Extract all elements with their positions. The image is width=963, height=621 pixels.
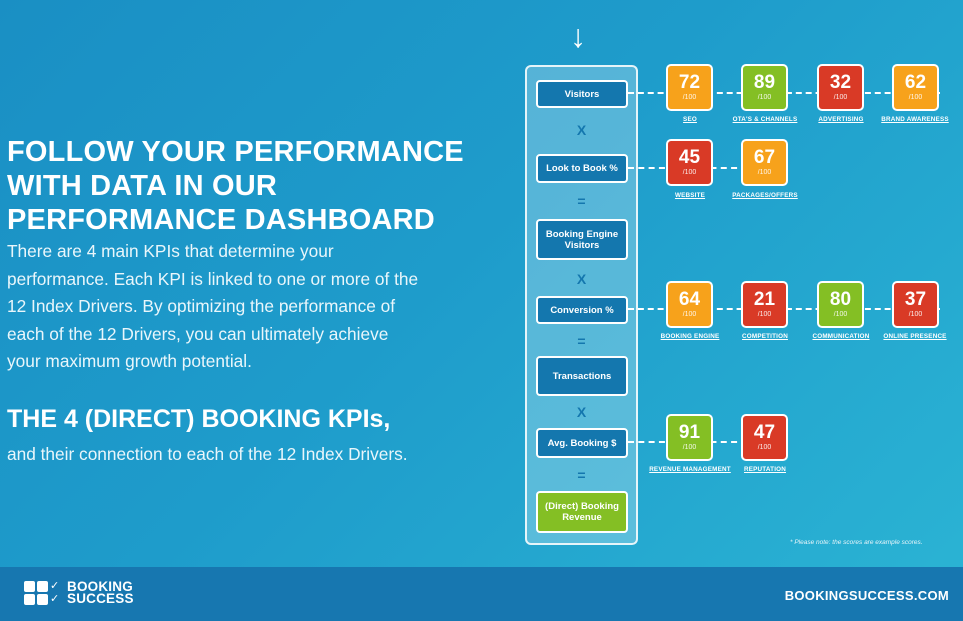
score-denominator: /100: [833, 311, 848, 318]
intro-section: FOLLOW YOUR PERFORMANCE WITH DATA IN OUR…: [7, 135, 467, 465]
score-tile-online-presence: 37 /100: [892, 281, 939, 328]
score-value: 21: [753, 289, 776, 310]
score-denominator: /100: [757, 169, 772, 176]
score-denominator: /100: [757, 311, 772, 318]
score-value: 62: [904, 72, 927, 93]
example-scores-note: * Please note: the scores are example sc…: [790, 539, 923, 546]
equals-operator: =: [577, 467, 586, 483]
driver-label-reputation: REPUTATION: [744, 466, 786, 473]
score-tile-competition: 21 /100: [741, 281, 788, 328]
driver-label-website: WEBSITE: [674, 192, 706, 199]
score-value: 91: [678, 422, 701, 443]
multiply-operator: X: [576, 122, 587, 138]
equals-operator: =: [577, 193, 586, 209]
score-tile-otas: 89 /100: [741, 64, 788, 111]
driver-label-advertising: ADVERTISING: [818, 116, 864, 123]
kpi-direct-booking-revenue: (Direct) Booking Revenue: [536, 491, 628, 533]
driver-label-packages: PACKAGES/OFFERS: [732, 192, 798, 199]
score-tile-revenue-management: 91 /100: [666, 414, 713, 461]
driver-label-communication: COMMUNICATION: [812, 333, 870, 340]
intro-paragraph: There are 4 main KPIs that determine you…: [7, 241, 419, 371]
down-arrow-icon: ↓: [570, 18, 586, 54]
footer-bar: ✓ ✓ BOOKING SUCCESS BOOKINGSUCCESS.COM: [0, 567, 963, 621]
booking-success-logo[interactable]: ✓ ✓ BOOKING SUCCESS: [24, 579, 134, 606]
score-value: 37: [904, 289, 927, 310]
page-title: FOLLOW YOUR PERFORMANCE WITH DATA IN OUR…: [7, 136, 464, 236]
kpi-transactions: Transactions: [536, 356, 628, 396]
kpi-avg-booking: Avg. Booking $: [536, 428, 628, 458]
score-denominator: /100: [757, 444, 772, 451]
score-tile-seo: 72 /100: [666, 64, 713, 111]
driver-label-otas: OTA'S & CHANNELS: [732, 116, 798, 123]
score-denominator: /100: [682, 444, 697, 451]
score-value: 32: [829, 72, 852, 93]
multiply-operator: X: [576, 404, 587, 420]
equals-operator: =: [577, 333, 586, 349]
score-tile-communication: 80 /100: [817, 281, 864, 328]
score-denominator: /100: [682, 169, 697, 176]
driver-label-competition: COMPETITION: [742, 333, 788, 340]
score-denominator: /100: [682, 311, 697, 318]
logo-grid-icon: ✓ ✓: [24, 581, 61, 605]
score-value: 64: [678, 289, 701, 310]
logo-text: BOOKING SUCCESS: [67, 579, 134, 606]
score-value: 72: [678, 72, 701, 93]
score-value: 47: [753, 422, 776, 443]
score-denominator: /100: [833, 94, 848, 101]
score-value: 89: [753, 72, 776, 93]
score-tile-advertising: 32 /100: [817, 64, 864, 111]
score-value: 45: [678, 147, 701, 168]
score-tile-booking-engine: 64 /100: [666, 281, 713, 328]
kpi-heading: THE 4 (DIRECT) BOOKING KPIs,: [7, 404, 391, 433]
driver-label-online-presence: ONLINE PRESENCE: [883, 333, 947, 340]
kpi-conversion: Conversion %: [536, 296, 628, 324]
score-denominator: /100: [757, 94, 772, 101]
score-tile-packages: 67 /100: [741, 139, 788, 186]
kpi-visitors: Visitors: [536, 80, 628, 108]
kpi-subheading: and their connection to each of the 12 I…: [7, 443, 408, 464]
score-denominator: /100: [682, 94, 697, 101]
driver-label-booking-engine: BOOKING ENGINE: [660, 333, 720, 340]
score-value: 67: [753, 147, 776, 168]
score-value: 80: [829, 289, 852, 310]
kpi-look-to-book: Look to Book %: [536, 154, 628, 183]
score-denominator: /100: [908, 94, 923, 101]
score-denominator: /100: [908, 311, 923, 318]
driver-label-revenue-management: REVENUE MANAGEMENT: [649, 466, 731, 473]
score-tile-reputation: 47 /100: [741, 414, 788, 461]
kpi-booking-engine-visitors: Booking Engine Visitors: [536, 219, 628, 260]
driver-label-seo: SEO: [683, 116, 697, 123]
kpi-flow-panel: Visitors X Look to Book % = Booking Engi…: [525, 65, 638, 545]
multiply-operator: X: [576, 271, 587, 287]
website-link[interactable]: BOOKINGSUCCESS.COM: [784, 588, 949, 603]
driver-label-brand-awareness: BRAND AWARENESS: [881, 116, 949, 123]
score-tile-brand-awareness: 62 /100: [892, 64, 939, 111]
score-tile-website: 45 /100: [666, 139, 713, 186]
